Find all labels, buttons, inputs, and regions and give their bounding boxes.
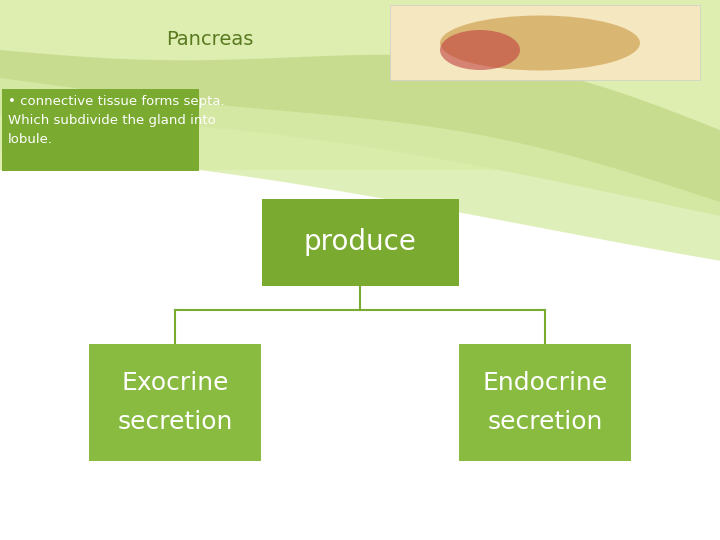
FancyBboxPatch shape: [89, 344, 261, 461]
Text: Pancreas: Pancreas: [166, 30, 253, 49]
FancyBboxPatch shape: [2, 89, 199, 171]
Bar: [0, 0, 720, 170]
Text: • connective tissue forms septa.
Which subdivide the gland into
lobule.: • connective tissue forms septa. Which s…: [8, 95, 225, 146]
Bar: [0, 170, 720, 540]
Ellipse shape: [440, 16, 640, 71]
FancyBboxPatch shape: [261, 199, 459, 286]
Ellipse shape: [440, 30, 520, 70]
Bar: [390, 5, 700, 80]
Polygon shape: [0, 78, 720, 261]
Polygon shape: [0, 50, 720, 216]
Text: Exocrine
secretion: Exocrine secretion: [117, 371, 233, 434]
Text: produce: produce: [304, 228, 416, 256]
FancyBboxPatch shape: [459, 344, 631, 461]
Text: Endocrine
secretion: Endocrine secretion: [482, 371, 608, 434]
